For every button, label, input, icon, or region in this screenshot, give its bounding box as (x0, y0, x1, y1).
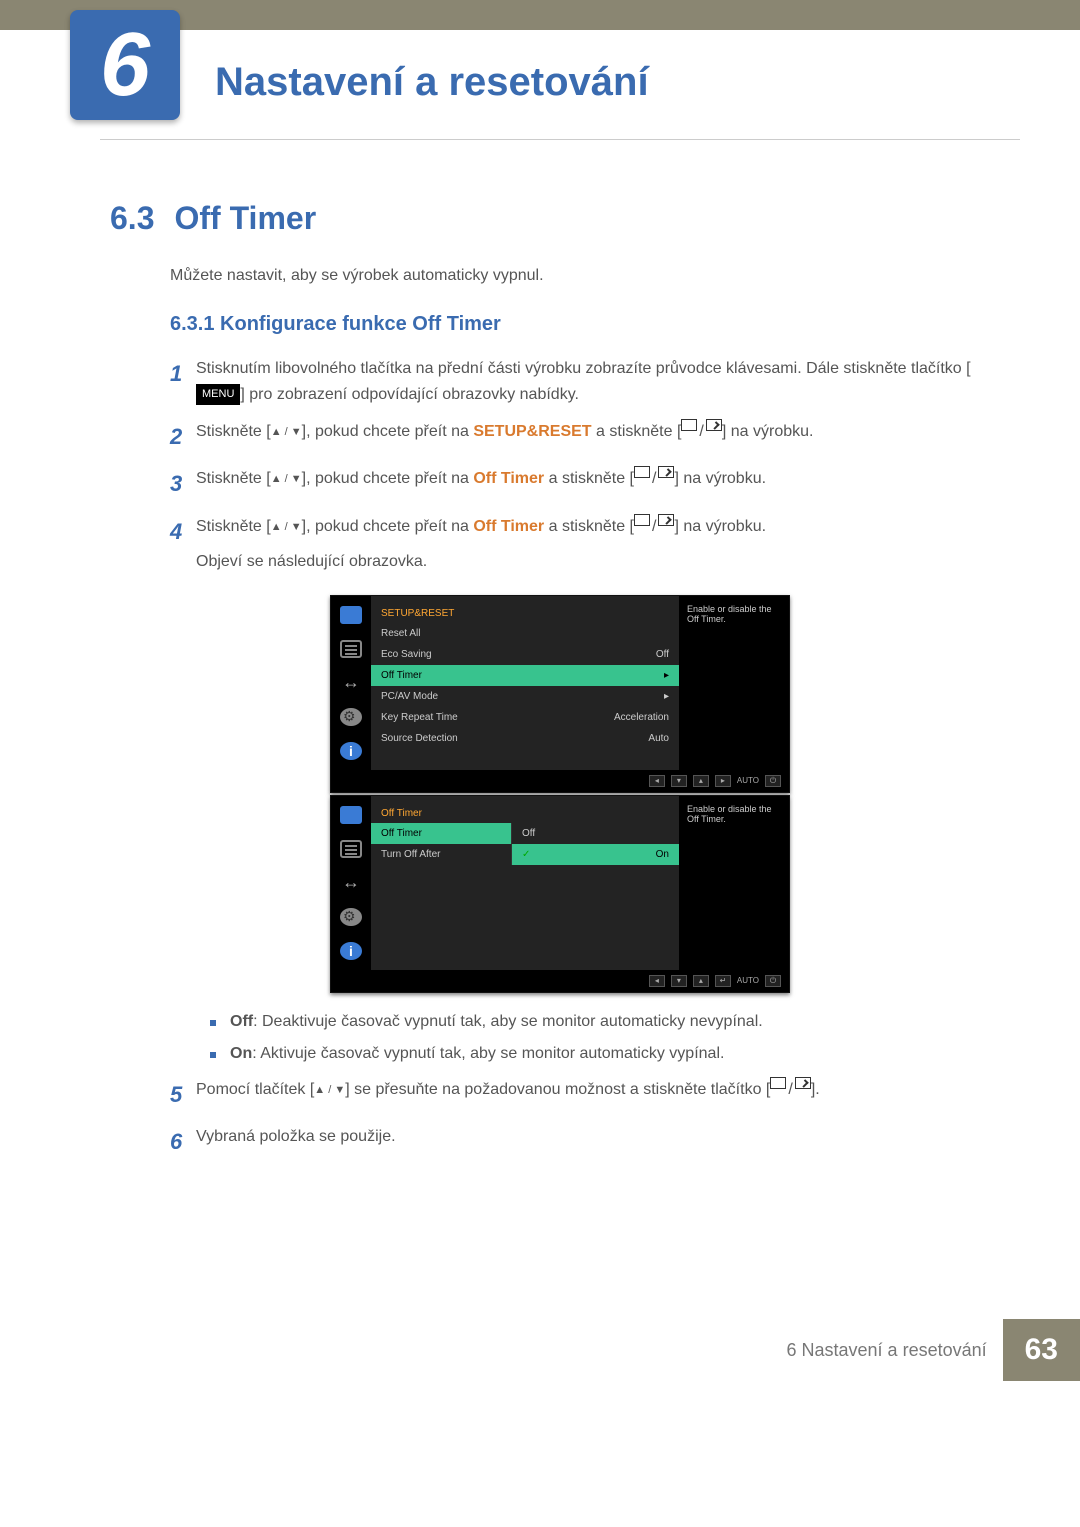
updown-icon (314, 1082, 345, 1100)
osd-footer: ◂▾▴▸ AUTO ⏻ (331, 770, 789, 792)
content: 6.3 Off Timer Můžete nastavit, aby se výr… (110, 200, 1000, 1159)
section-number: 6.3 (110, 200, 154, 237)
enter-icons: / (681, 419, 721, 445)
section-title: Off Timer (174, 200, 316, 236)
info-icon: i (340, 942, 362, 960)
list-icon (340, 640, 362, 658)
chapter-badge: 6 (70, 10, 180, 120)
step-6: 6 Vybraná položka se použije. (170, 1124, 1000, 1159)
step-3: 3 Stiskněte [], pokud chcete přeít na Of… (170, 466, 1000, 501)
chapter-title: Nastavení a resetování (215, 60, 649, 105)
subsection-heading: 6.3.1 Konfigurace funkce Off Timer (170, 313, 1000, 336)
arrows-icon (340, 674, 362, 692)
gear-icon (340, 908, 362, 926)
osd-row: Off Timer▸ (371, 665, 679, 686)
step-2: 2 Stiskněte [], pokud chcete přeít na SE… (170, 419, 1000, 454)
intro-text: Můžete nastavit, aby se výrobek automati… (170, 267, 1000, 285)
monitor-icon (340, 806, 362, 824)
chapter-header: 6 Nastavení a resetování (100, 30, 1020, 140)
bullet-on: On: Aktivuje časovač vypnutí tak, aby se… (210, 1045, 1000, 1063)
updown-icon (271, 424, 302, 442)
gear-icon (340, 708, 362, 726)
bullet-off: Off: Deaktivuje časovač vypnutí tak, aby… (210, 1013, 1000, 1031)
step-5: 5 Pomocí tlačítek [] se přesuňte na poža… (170, 1077, 1000, 1112)
footer-text: 6 Nastavení a resetování (787, 1340, 1003, 1361)
monitor-icon (340, 606, 362, 624)
step-4: 4 Stiskněte [], pokud chcete přeít na Of… (170, 514, 1000, 575)
osd-hint: Enable or disable the Off Timer. (679, 596, 789, 770)
osd-row: Eco SavingOff (371, 644, 679, 665)
updown-icon (271, 471, 302, 489)
page-number: 63 (1003, 1319, 1080, 1381)
osd-off-timer: i Off Timer Off TimerTurn Off After Off✓… (330, 795, 790, 993)
steps-list: 1 Stisknutím libovolného tlačítka na pře… (170, 356, 1000, 575)
step-1: 1 Stisknutím libovolného tlačítka na pře… (170, 356, 1000, 407)
updown-icon (271, 519, 302, 537)
arrows-icon (340, 874, 362, 892)
osd-screenshots: i SETUP&RESET Reset AllEco SavingOffOff … (330, 595, 1000, 993)
section-heading: 6.3 Off Timer (110, 200, 1000, 237)
osd-row: Source DetectionAuto (371, 728, 679, 749)
osd-setup-reset: i SETUP&RESET Reset AllEco SavingOffOff … (330, 595, 790, 793)
osd-row: PC/AV Mode▸ (371, 686, 679, 707)
osd-side-icons: i (331, 596, 371, 770)
osd-row: Key Repeat TimeAcceleration (371, 707, 679, 728)
options-bullets: Off: Deaktivuje časovač vypnutí tak, aby… (210, 1013, 1000, 1063)
osd-row: Reset All (371, 623, 679, 644)
page-footer: 6 Nastavení a resetování 63 (0, 1319, 1080, 1381)
info-icon: i (340, 742, 362, 760)
list-icon (340, 840, 362, 858)
menu-button-label: MENU (196, 384, 240, 406)
chapter-number: 6 (100, 14, 150, 117)
